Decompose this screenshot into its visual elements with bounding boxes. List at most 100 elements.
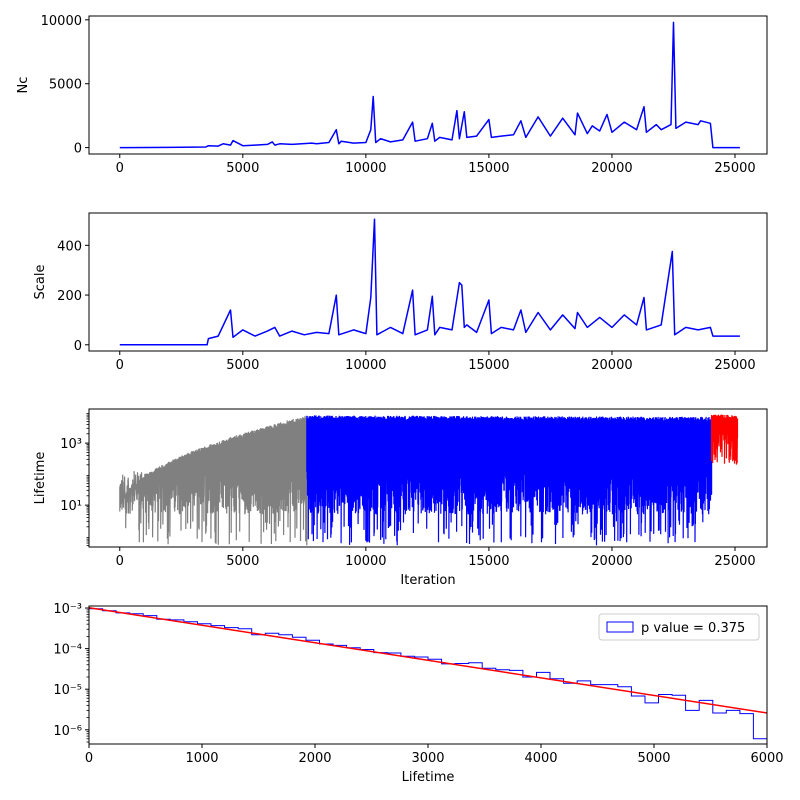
xtick-label: 15000 [468,554,509,569]
legend-box [598,613,760,641]
xtick-lifetime: 15000 [468,547,510,569]
ytick-nc: 5000 [49,78,89,93]
ylabel-scale: Scale [33,265,48,300]
xtick-label: 0 [116,554,124,569]
ytick-label: 10⁻⁴ [53,643,82,658]
series-lifetime-early [119,415,308,546]
xtick-scale: 0 [116,351,124,373]
ytick-label: 0 [74,142,82,157]
ytick-label: 10⁻⁶ [53,724,82,739]
plot-area-nc [119,21,740,149]
ytick-label: 200 [57,289,82,304]
xtick-scale: 10000 [345,351,387,373]
xtick-label: 20000 [591,161,632,176]
xtick-label: 0 [116,358,124,373]
xlabel-lifetime: Iteration [400,573,455,588]
ytick-histogram: 10⁻³ [53,602,89,617]
ytick-nc: 10000 [41,14,89,29]
xtick-label: 1000 [185,751,218,766]
xtick-scale: 20000 [591,351,633,373]
xtick-label: 15000 [468,358,509,373]
xtick-label: 5000 [226,358,259,373]
xtick-scale: 15000 [468,351,510,373]
xtick-histogram: 4000 [524,744,558,766]
ytick-histogram: 10⁻⁶ [53,724,89,739]
panel-nc: 0 5000 10000 15000 20000 25000 0 5000 10000 Nc [16,14,768,176]
legend: p value = 0.375 [598,613,760,641]
xtick-label: 20000 [591,554,632,569]
plot-area-lifetime [119,414,739,546]
xtick-label: 3000 [411,751,444,766]
xtick-histogram: 5000 [637,744,671,766]
ylabel-nc: Nc [16,77,31,94]
xtick-label: 4000 [524,751,557,766]
axes-frame-scale [88,212,768,352]
xtick-nc: 5000 [226,154,259,176]
xtick-nc: 20000 [591,154,633,176]
ytick-label: 10000 [41,14,82,29]
xtick-histogram: 0 [85,744,93,766]
ytick-lifetime: 10¹ [60,499,89,514]
xtick-label: 25000 [714,554,755,569]
histogram-steps [89,608,767,740]
ytick-lifetime: 10³ [60,437,89,452]
ytick-label: 10¹ [60,499,82,514]
xtick-label: 10000 [345,161,386,176]
series-line-scale-0 [119,218,740,346]
legend-swatch [606,621,634,633]
ytick-label: 5000 [49,78,82,93]
ylabel-lifetime: Lifetime [33,452,48,505]
plot-area-histogram [89,606,767,740]
series-lifetime-late [711,414,739,465]
xtick-histogram: 3000 [411,744,445,766]
xtick-label: 0 [116,161,124,176]
xtick-label: 6000 [750,751,783,766]
xtick-label: 5000 [226,554,259,569]
xtick-label: 15000 [468,161,509,176]
xtick-label: 2000 [298,751,331,766]
legend-label: p value = 0.375 [641,621,745,636]
ytick-label: 10⁻⁵ [53,683,82,698]
xtick-label: 25000 [714,161,755,176]
xtick-nc: 0 [116,154,124,176]
plot-area-scale [119,218,740,346]
ytick-label: 10⁻³ [53,602,82,617]
ytick-histogram: 10⁻⁵ [53,683,89,698]
ytick-label: 10³ [60,437,82,452]
panel-scale: 0 5000 10000 15000 20000 25000 0 200 400 Scale [33,212,768,373]
series-line-nc-0 [119,21,740,149]
ytick-nc: 0 [74,142,89,157]
xtick-histogram: 1000 [185,744,219,766]
xtick-nc: 15000 [468,154,510,176]
axes-frame-nc [88,15,768,155]
xtick-histogram: 2000 [298,744,332,766]
xtick-lifetime: 25000 [714,547,756,569]
axes-frame-lifetime [88,408,768,548]
ytick-scale: 0 [74,339,89,354]
panel-lifetime: 0 5000 10000 15000 20000 25000 10¹ 10³ Iteration… [33,408,768,588]
xtick-label: 5000 [637,751,670,766]
xtick-label: 10000 [345,358,386,373]
xtick-lifetime: 20000 [591,547,633,569]
fit-line [89,606,767,714]
xtick-scale: 25000 [714,351,756,373]
xtick-label: 20000 [591,358,632,373]
xtick-lifetime: 5000 [226,547,259,569]
ytick-label: 0 [74,339,82,354]
series-lifetime-middle [306,415,713,546]
xtick-label: 5000 [226,161,259,176]
xlabel-histogram: Lifetime [402,770,455,785]
ytick-histogram: 10⁻⁴ [53,643,89,658]
xtick-label: 0 [85,751,93,766]
xtick-label: 10000 [345,554,386,569]
xtick-histogram: 6000 [750,744,784,766]
xtick-lifetime: 10000 [345,547,387,569]
ytick-scale: 200 [57,289,89,304]
xtick-scale: 5000 [226,351,259,373]
ytick-scale: 400 [57,239,89,254]
panel-histogram: p value = 0.375 0 1000 2000 3000 4000 5000 6000… [53,602,783,785]
ytick-label: 400 [57,239,82,254]
